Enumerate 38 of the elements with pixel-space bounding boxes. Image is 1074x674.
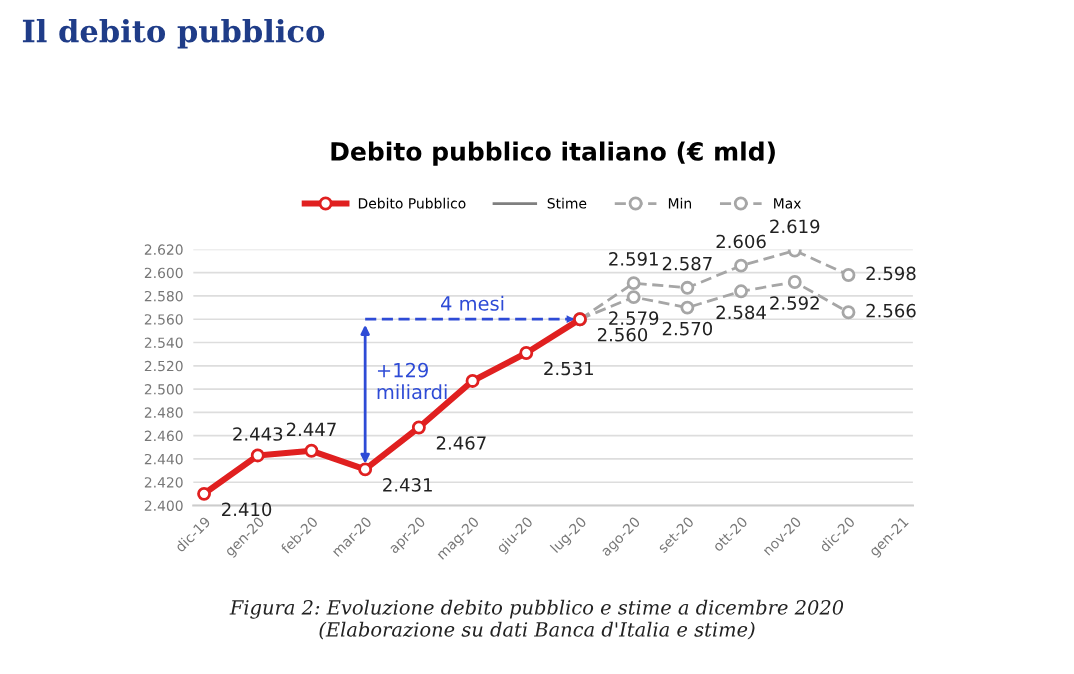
point	[734, 284, 749, 299]
data-label: 2.570	[662, 321, 713, 336]
data-label: 2.431	[383, 478, 432, 492]
annotation: +129 miliardi	[377, 362, 447, 400]
data-label: 2.443	[233, 427, 283, 441]
point	[465, 373, 480, 388]
point	[197, 486, 212, 501]
point	[626, 276, 641, 291]
data-label: 2.587	[662, 256, 712, 271]
data-label: 2.566	[866, 303, 916, 318]
data-label: 2.447	[286, 422, 336, 436]
text: Figura 2: Evoluzione debito pubblico e stime a dicembre 2020 (Elaborazione su dati Banca d'Italia e stime)	[229, 599, 844, 640]
data-label: 2.531	[544, 361, 593, 376]
data-label: 2.579	[609, 311, 659, 325]
point	[626, 290, 641, 305]
data-label: 2.591	[609, 252, 658, 266]
point	[734, 258, 749, 273]
data-label: 2.598	[866, 266, 916, 281]
annotation: 4 mesi	[441, 295, 504, 311]
data-label: 2.410	[222, 502, 272, 517]
data-label: 2.584	[716, 305, 766, 320]
data-label: 2.606	[716, 234, 766, 249]
data-label: 2.592	[770, 296, 819, 310]
point	[358, 462, 373, 477]
point	[787, 275, 802, 289]
point	[411, 420, 426, 435]
point	[250, 448, 265, 463]
point	[680, 280, 695, 295]
point	[519, 346, 534, 360]
data-label: 2.467	[436, 436, 486, 450]
point	[680, 300, 695, 315]
text: Il debito pubblico	[22, 18, 325, 49]
chart-title: Debito pubblico italiano (€ mld)	[331, 141, 775, 166]
data-label: 2.619	[770, 219, 820, 234]
point	[304, 443, 319, 458]
point	[841, 305, 856, 320]
data-label: 2.560	[597, 327, 648, 342]
point	[841, 268, 856, 282]
